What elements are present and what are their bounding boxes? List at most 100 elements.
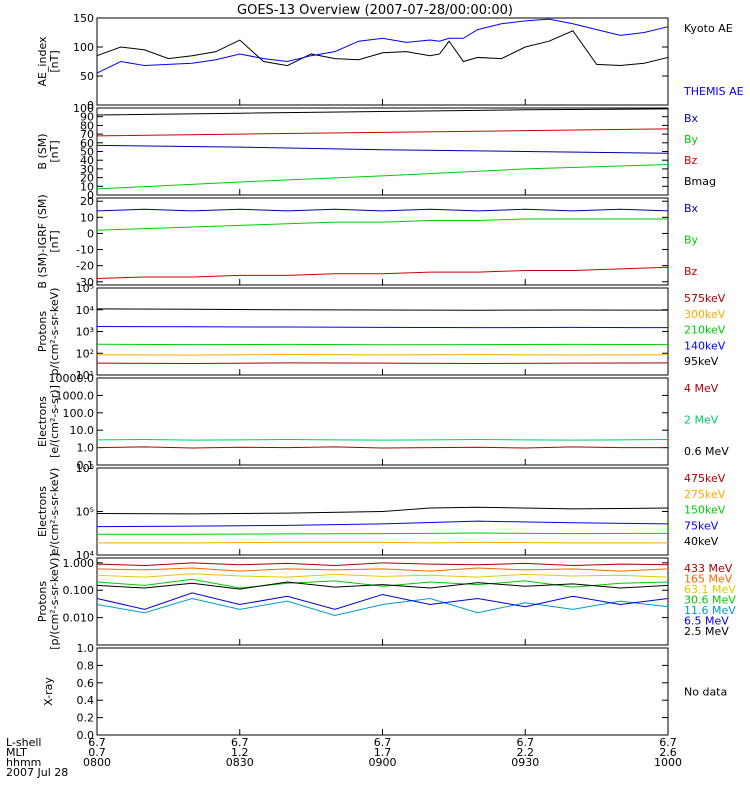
legend-entry: 75keV xyxy=(684,519,719,532)
footer-lshell-value: 6.7 xyxy=(231,736,249,749)
series-line-63-1-mev xyxy=(96,573,669,578)
legend-entry: 475keV xyxy=(684,472,726,485)
series-line-300kev xyxy=(96,353,669,356)
series-line-30-6-mev xyxy=(96,578,669,589)
y-axis-label: e/(cm²-s-sr-keV) xyxy=(48,468,61,556)
legend-entry: 95keV xyxy=(684,355,719,368)
y-tick-label: 80 xyxy=(80,119,94,132)
y-axis-label: AE_index xyxy=(36,36,49,87)
footer-row-label: L-shell xyxy=(6,736,42,749)
y-tick-label: 20 xyxy=(80,172,94,185)
y-tick-label: 0.2 xyxy=(77,712,95,725)
legend-entry: 6.5 MeV xyxy=(684,615,729,628)
series-line-by xyxy=(96,218,668,231)
y-tick-label: 50 xyxy=(80,70,94,83)
y-tick-label: 0.4 xyxy=(77,694,95,707)
y-tick-label: 10⁴ xyxy=(76,549,95,562)
legend-entry: 0.6 MeV xyxy=(684,445,729,458)
legend-entry: 575keV xyxy=(684,292,726,305)
y-tick-label: 0.100 xyxy=(63,584,95,597)
footer-mlt-value: 0.7 xyxy=(88,746,106,759)
footer-row-label: 2007 Jul 28 xyxy=(6,766,68,779)
y-axis-label: p/(cm²-s-sr-keV) xyxy=(48,288,61,376)
series-line-bmag xyxy=(96,108,669,116)
panel-bigrf: -30 -20 -10 0 10 20 B (SM)-IGRF (SM) [nT] Bx By Bz xyxy=(36,194,699,288)
series-line-165-mev xyxy=(96,567,669,572)
y-tick-label: 90 xyxy=(80,111,94,124)
legend-entry: 150keV xyxy=(684,504,726,517)
y-tick-label: 0 xyxy=(87,189,94,202)
y-tick-label: 10000.0 xyxy=(49,372,95,385)
y-tick-label: 150 xyxy=(73,12,94,25)
y-tick-label: -20 xyxy=(76,260,94,273)
chart-title: GOES-13 Overview (2007-07-28/00:00:00) xyxy=(237,3,513,18)
y-tick-label: 20 xyxy=(80,195,94,208)
y-tick-label: 60 xyxy=(80,137,94,150)
y-tick-label: 100 xyxy=(73,102,94,115)
y-tick-label: 0.6 xyxy=(77,677,95,690)
legend-entry: THEMIS AE xyxy=(683,85,744,98)
y-tick-label: 0.010 xyxy=(63,612,95,625)
y-axis-label: Protons xyxy=(36,311,49,352)
y-tick-label: 1000.0 xyxy=(56,389,95,402)
legend-entry: 2.5 MeV xyxy=(684,625,729,638)
legend-entry: 30.6 MeV xyxy=(684,594,736,607)
footer-lshell-value: 6.7 xyxy=(517,736,535,749)
series-line-210kev xyxy=(96,343,669,346)
y-tick-label: 1.0 xyxy=(77,442,95,455)
panel-frame xyxy=(96,647,669,736)
panel-protons1: 10¹ 10² 10³ 10⁴ 10⁵ Protons p/(cm²-s-sr-keV) 57… xyxy=(36,282,726,382)
footer-mlt-value: 2.6 xyxy=(659,746,677,759)
legend-entry: Bx xyxy=(684,112,699,125)
legend-entry: By xyxy=(684,234,699,247)
y-tick-label: 10 xyxy=(80,180,94,193)
y-tick-label: 100 xyxy=(73,41,94,54)
series-line-kyoto-ae xyxy=(96,30,669,67)
y-tick-label: 10³ xyxy=(76,326,94,339)
y-tick-label: 10¹ xyxy=(76,369,94,382)
legend-entry: By xyxy=(684,133,699,146)
series-line-themis-ae xyxy=(96,18,669,74)
y-tick-label: 0 xyxy=(87,227,94,240)
footer-mlt-value: 2.2 xyxy=(517,746,535,759)
legend-entry: 300keV xyxy=(684,308,726,321)
footer-hhmm-value: 0800 xyxy=(83,756,111,769)
y-axis-label: Electrons xyxy=(36,486,49,537)
footer-lshell-value: 6.7 xyxy=(88,736,106,749)
legend-entry: Bz xyxy=(684,265,698,278)
series-line-2-mev xyxy=(96,439,669,441)
y-tick-label: 1.0 xyxy=(77,642,95,655)
footer-mlt-value: 1.2 xyxy=(231,746,249,759)
legend-entry: 210keV xyxy=(684,324,726,337)
y-tick-label: 0.8 xyxy=(77,659,95,672)
panel-electrons2: 10⁴ 10⁵ 10⁶ Electrons e/(cm²-s-sr-keV) 475keV… xyxy=(36,462,726,562)
y-tick-label: 70 xyxy=(80,128,94,141)
footer-row-label: MLT xyxy=(6,746,27,759)
y-tick-label: 10⁴ xyxy=(76,304,95,317)
footer-hhmm-value: 1000 xyxy=(654,756,682,769)
series-line-2-5-mev xyxy=(96,581,669,590)
y-tick-label: 1.000 xyxy=(63,557,95,570)
y-tick-label: 100.0 xyxy=(63,407,95,420)
legend-entry: 4 MeV xyxy=(684,382,719,395)
footer-hhmm-value: 0930 xyxy=(511,756,539,769)
y-tick-label: 0.1 xyxy=(77,459,95,472)
series-line-433-mev xyxy=(96,562,669,566)
panel-frame xyxy=(96,17,669,106)
y-tick-label: 10² xyxy=(76,347,94,360)
series-line-bx xyxy=(96,208,669,212)
y-tick-label: 0.0 xyxy=(77,729,95,742)
panel-ae: 0 50 100 150 AE_index [nT] Kyoto AE THEMIS AE xyxy=(36,12,744,112)
y-axis-label: Electrons xyxy=(36,396,49,447)
y-axis-label: [p/(cm²-s-sr-keV)] xyxy=(48,553,61,650)
series-line-11-6-mev xyxy=(96,597,669,616)
legend-entry: 275keV xyxy=(684,488,726,501)
panel-protons2: 0.010 0.100 1.000 Protons [p/(cm²-s-sr-keV)]… xyxy=(36,553,736,650)
footer-hhmm-value: 0830 xyxy=(226,756,254,769)
y-tick-label: 10⁵ xyxy=(76,506,94,519)
footer-lshell-value: 6.7 xyxy=(374,736,392,749)
